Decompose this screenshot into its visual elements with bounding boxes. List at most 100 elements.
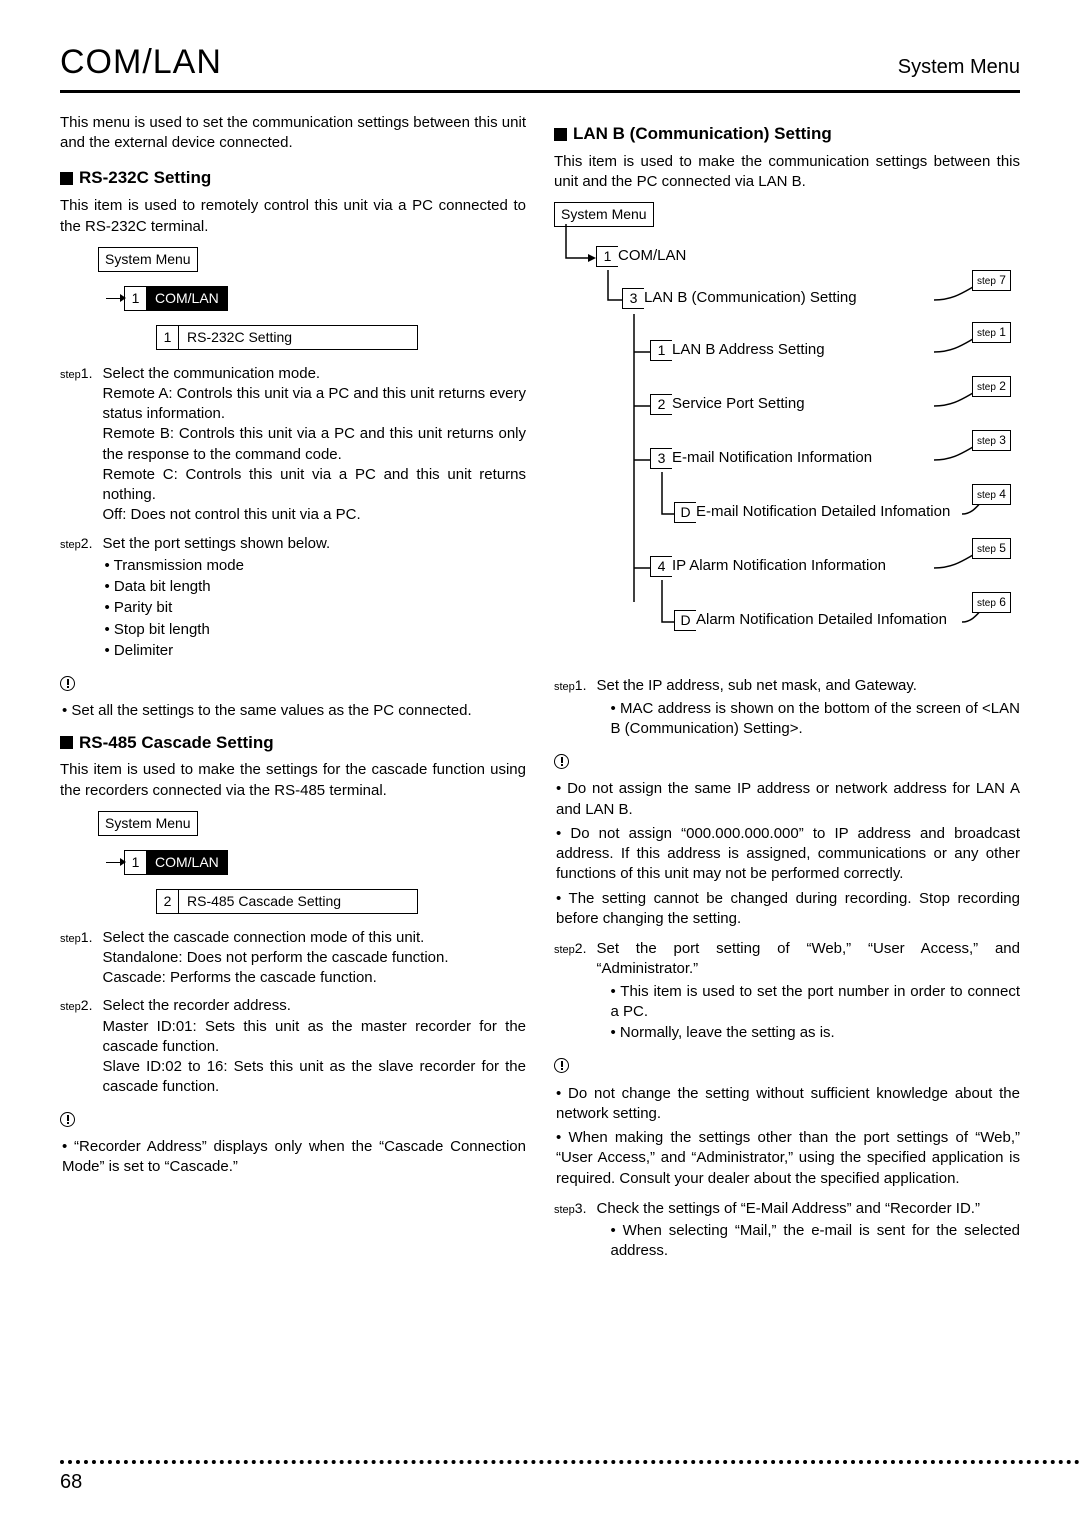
lanb-desc: This item is used to make the communicat…	[554, 152, 1020, 193]
list-item: Stop bit length	[104, 620, 526, 640]
list-item: MAC address is shown on the bottom of th…	[610, 699, 1020, 740]
step-item: step2. Set the port setting of “Web,” “U…	[554, 939, 1020, 1044]
menu-label: Alarm Notification Detailed Infomation	[696, 610, 962, 631]
caution-icon	[60, 676, 75, 691]
menu-num: D	[674, 502, 696, 523]
step-lead: Set the port setting of “Web,” “User Acc…	[596, 939, 1020, 980]
step-def: Remote C: Controls this unit via a PC an…	[102, 465, 526, 506]
lanb-tree-diagram: System Menu 1 COM/LAN 3 LAN B (Communica…	[554, 202, 1020, 662]
step-def: Remote A: Controls this unit via a PC an…	[102, 384, 526, 425]
rs232c-desc: This item is used to remotely control th…	[60, 196, 526, 237]
menu-label: IP Alarm Notification Information	[672, 556, 934, 577]
list-item: Transmission mode	[104, 556, 526, 576]
step-lead: Select the recorder address.	[102, 996, 526, 1016]
lanb-heading: LAN B (Communication) Setting	[554, 123, 1020, 146]
rs232c-heading: RS-232C Setting	[60, 167, 526, 190]
menu-label: E-mail Notification Detailed Infomation	[696, 502, 962, 523]
rs232c-menu-diagram: System Menu 1 COM/LAN 1 RS-232C Setting	[98, 247, 526, 350]
step-def: Master ID:01: Sets this unit as the mast…	[102, 1017, 526, 1058]
list-item: Do not assign “000.000.000.000” to IP ad…	[556, 824, 1020, 885]
menu-root: System Menu	[554, 202, 654, 227]
step-lead: Set the port settings shown below.	[102, 534, 526, 554]
menu-label: COM/LAN	[146, 286, 228, 311]
step-number: step3.	[554, 1199, 586, 1263]
step-item: step2. Set the port settings shown below…	[60, 534, 526, 663]
menu-label: RS-232C Setting	[178, 325, 418, 350]
step-item: step1. Select the cascade connection mod…	[60, 928, 526, 989]
menu-label: LAN B (Communication) Setting	[644, 288, 934, 309]
menu-root: System Menu	[98, 811, 198, 836]
list-item: Set all the settings to the same values …	[62, 701, 526, 721]
menu-label: RS-485 Cascade Setting	[178, 889, 418, 914]
step-def: Off: Does not control this unit via a PC…	[102, 505, 526, 525]
step-def: Remote B: Controls this unit via a PC an…	[102, 424, 526, 465]
list-item: Do not assign the same IP address or net…	[556, 779, 1020, 820]
page-subtitle: System Menu	[898, 54, 1020, 81]
menu-num: 1	[156, 325, 178, 350]
caution-icon	[554, 1058, 569, 1073]
intro-text: This menu is used to set the communicati…	[60, 113, 526, 154]
list-item: Data bit length	[104, 577, 526, 597]
page-number: 68	[60, 1469, 82, 1496]
bullet-list: Transmission mode Data bit length Parity…	[102, 556, 526, 661]
caution-icon	[554, 754, 569, 769]
caution-list: “Recorder Address” displays only when th…	[60, 1137, 526, 1178]
right-column: LAN B (Communication) Setting This item …	[554, 113, 1020, 1271]
step-lead: Check the settings of “E-Mail Address” a…	[596, 1199, 1020, 1219]
step-number: step2.	[554, 939, 586, 1044]
step-tag: step 1	[972, 322, 1011, 343]
tree-connectors	[554, 202, 1024, 662]
list-item: “Recorder Address” displays only when th…	[62, 1137, 526, 1178]
list-item: Do not change the setting without suffic…	[556, 1084, 1020, 1125]
rs485-desc: This item is used to make the settings f…	[60, 760, 526, 801]
step-item: step1. Select the communication mode. Re…	[60, 364, 526, 526]
list-item: Normally, leave the setting as is.	[610, 1023, 1020, 1043]
step-tag: step 2	[972, 376, 1011, 397]
step-def: Cascade: Performs the cascade function.	[102, 968, 526, 988]
menu-label: LAN B Address Setting	[672, 340, 934, 361]
menu-num: 3	[650, 448, 672, 469]
step-number: step2.	[60, 534, 92, 663]
step-tag: step 6	[972, 592, 1011, 613]
list-item: This item is used to set the port number…	[610, 982, 1020, 1023]
menu-num: D	[674, 610, 696, 631]
caution-list: Set all the settings to the same values …	[60, 701, 526, 721]
step-def: Slave ID:02 to 16: Sets this unit as the…	[102, 1057, 526, 1098]
caution-list: Do not assign the same IP address or net…	[554, 779, 1020, 929]
step-lead: Set the IP address, sub net mask, and Ga…	[596, 676, 1020, 696]
menu-num: 2	[156, 889, 178, 914]
step-number: step1.	[554, 676, 586, 740]
list-item: The setting cannot be changed during rec…	[556, 889, 1020, 930]
page-title: COM/LAN	[60, 40, 222, 86]
step-number: step1.	[60, 928, 92, 989]
step-def: Standalone: Does not perform the cascade…	[102, 948, 526, 968]
rs485-menu-diagram: System Menu 1 COM/LAN 2 RS-485 Cascade S…	[98, 811, 526, 914]
list-item: When making the settings other than the …	[556, 1128, 1020, 1189]
step-number: step2.	[60, 996, 92, 1097]
menu-label: Service Port Setting	[672, 394, 934, 415]
list-item: Parity bit	[104, 598, 526, 618]
menu-num: 1	[124, 286, 146, 311]
list-item: When selecting “Mail,” the e-mail is sen…	[610, 1221, 1020, 1262]
menu-num: 4	[650, 556, 672, 577]
step-item: step1. Set the IP address, sub net mask,…	[554, 676, 1020, 740]
menu-root: System Menu	[98, 247, 198, 272]
step-tag: step 3	[972, 430, 1011, 451]
step-number: step1.	[60, 364, 92, 526]
step-lead: Select the cascade connection mode of th…	[102, 928, 526, 948]
step-tag: step 7	[972, 270, 1011, 291]
left-column: This menu is used to set the communicati…	[60, 113, 526, 1271]
menu-num: 3	[622, 288, 644, 309]
menu-num: 1	[124, 850, 146, 875]
step-lead: Select the communication mode.	[102, 364, 526, 384]
caution-icon	[60, 1112, 75, 1127]
rs485-heading: RS-485 Cascade Setting	[60, 732, 526, 755]
caution-list: Do not change the setting without suffic…	[554, 1084, 1020, 1189]
list-item: Delimiter	[104, 641, 526, 661]
menu-num: 2	[650, 394, 672, 415]
page-header: COM/LAN System Menu	[60, 40, 1020, 93]
step-item: step3. Check the settings of “E-Mail Add…	[554, 1199, 1020, 1263]
menu-label: COM/LAN	[146, 850, 228, 875]
step-item: step2. Select the recorder address. Mast…	[60, 996, 526, 1097]
menu-label: E-mail Notification Information	[672, 448, 934, 469]
